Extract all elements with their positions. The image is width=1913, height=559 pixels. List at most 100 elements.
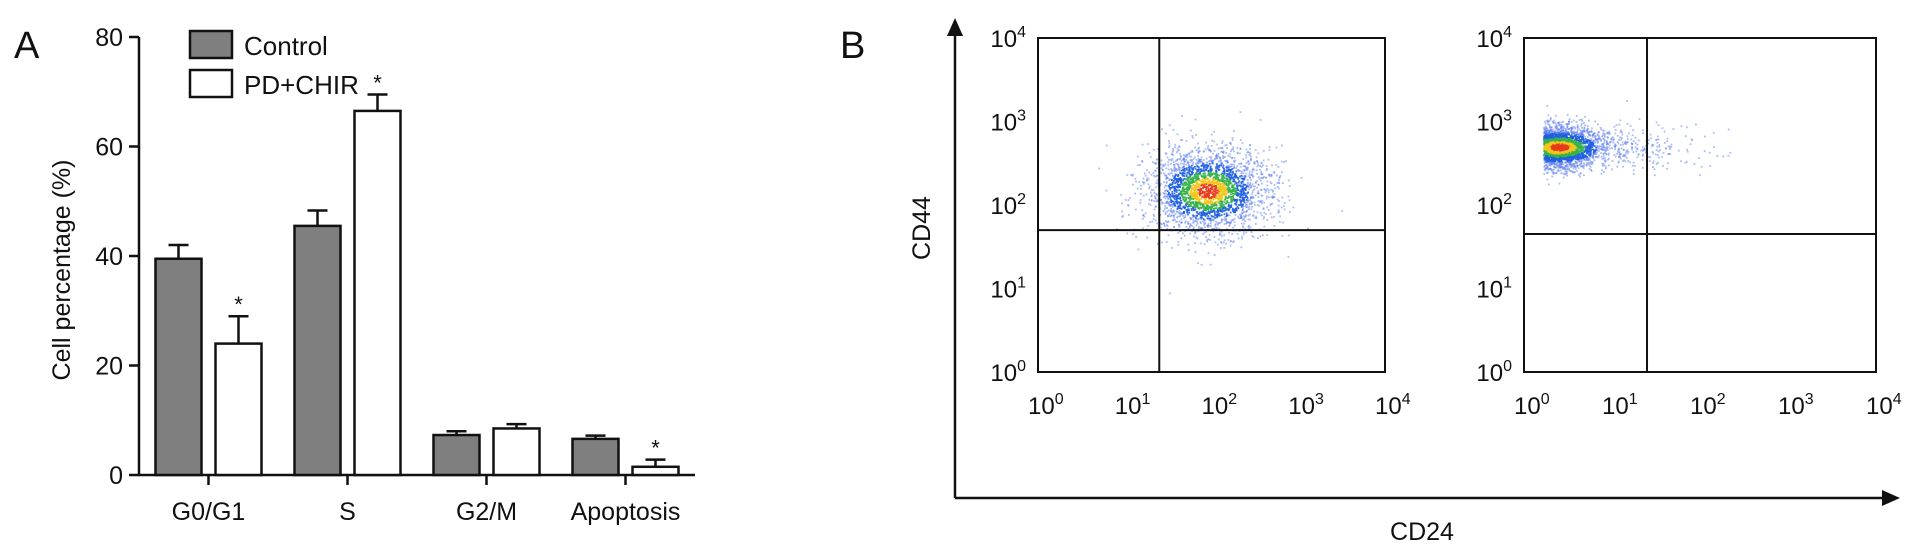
flow-event-dot (1197, 201, 1200, 204)
flow-event-dot (1233, 187, 1236, 190)
flow-event-dot (1220, 241, 1222, 243)
flow-event-dot (1228, 190, 1231, 193)
flow-event-dot (1545, 158, 1547, 160)
flow-event-dot (1187, 194, 1190, 197)
flow-event-dot (1547, 183, 1550, 186)
flow-event-dot (1193, 204, 1196, 206)
flow-event-dot (1172, 214, 1175, 217)
flow-event-dot (1229, 222, 1231, 224)
flow-event-dot (1143, 215, 1146, 218)
flow-event-dot (1227, 189, 1230, 192)
flow-event-dot (1586, 145, 1589, 148)
flow-event-dot (1203, 185, 1206, 187)
flow-event-dot (1250, 203, 1253, 205)
flow-event-dot (1211, 162, 1214, 165)
flow-event-dot (1617, 161, 1620, 164)
flow-event-dot (1213, 183, 1216, 185)
flow-event-dot (1565, 169, 1567, 172)
flow-event-dot (1168, 144, 1171, 147)
flow-event-dot (1586, 125, 1589, 127)
flow-event-dot (1252, 236, 1255, 239)
flow-event-dot (1242, 231, 1245, 234)
flow-event-dot (1205, 196, 1207, 199)
flow-event-dot (1156, 200, 1159, 203)
flow-event-dot (1242, 189, 1245, 192)
flow-event-dot (1194, 200, 1197, 203)
flow-event-dot (1233, 217, 1236, 220)
flow-event-dot (1179, 202, 1182, 204)
flow-event-dot (1649, 160, 1651, 162)
flow-event-dot (1222, 150, 1225, 153)
flow-event-dot (1577, 167, 1580, 170)
flow-event-dot (1183, 156, 1186, 159)
flow-event-dot (1632, 169, 1635, 172)
flow-event-dot (1195, 178, 1198, 181)
flow-event-dot (1247, 160, 1250, 162)
flow-event-dot (1175, 168, 1177, 170)
flow-event-dot (1570, 120, 1573, 123)
flow-event-dot (1214, 202, 1217, 205)
flow-event-dot (1227, 187, 1230, 190)
flow-event-dot (1174, 143, 1177, 146)
flow-event-dot (1560, 143, 1563, 146)
flow-event-dot (1547, 123, 1550, 126)
flow-event-dot (1602, 153, 1605, 155)
flow-event-dot (1187, 222, 1189, 225)
flow-event-dot (1192, 207, 1195, 209)
flow-event-dot (1210, 219, 1213, 222)
flow-event-dot (1195, 205, 1198, 208)
flow-event-dot (1190, 180, 1193, 183)
flow-event-dot (1186, 205, 1189, 208)
flow-event-dot (1166, 190, 1169, 193)
flow-event-dot (1205, 181, 1208, 184)
flow-event-dot (1583, 165, 1585, 168)
flow-event-dot (1245, 156, 1248, 159)
flow-event-dot (1200, 206, 1202, 209)
flow-event-dot (1611, 136, 1614, 138)
flow-event-dot (1210, 184, 1213, 187)
flow-event-dot (1228, 223, 1231, 226)
flow-event-dot (1583, 151, 1585, 153)
flow-event-dot (1230, 189, 1233, 192)
flow-event-dot (1633, 165, 1636, 167)
flow-event-dot (1181, 190, 1184, 193)
flow-event-dot (1244, 215, 1247, 217)
flow-event-dot (1590, 143, 1593, 146)
flow-event-dot (1150, 191, 1152, 194)
flow-event-dot (1215, 214, 1218, 217)
flow-event-dot (1199, 221, 1202, 223)
flow-event-dot (1613, 125, 1616, 128)
flow-event-dot (1277, 211, 1279, 214)
flow-event-dot (1141, 227, 1144, 230)
flow-event-dot (1591, 136, 1594, 138)
flow-event-dot (1197, 213, 1200, 215)
flow-event-dot (1632, 172, 1635, 175)
flow-event-dot (1240, 193, 1243, 196)
flow-event-dot (1246, 201, 1248, 204)
flow-event-dot (1595, 140, 1598, 143)
flow-event-dot (1578, 137, 1580, 140)
flow-event-dot (1166, 194, 1169, 197)
flow-event-dot (1552, 168, 1555, 171)
flow-event-dot (1163, 223, 1166, 226)
flow-event-dot (1227, 175, 1230, 177)
flow-event-dot (1632, 129, 1634, 132)
flow-event-dot (1580, 139, 1583, 141)
flow-event-dot (1594, 152, 1597, 155)
flow-event-dot (1245, 194, 1247, 197)
flow-event-dot (1193, 190, 1196, 192)
flow-event-dot (1196, 220, 1198, 223)
flow-event-dot (1215, 192, 1217, 195)
flow-event-dot (1591, 148, 1593, 151)
flow-event-dot (1225, 166, 1228, 169)
flow-event-dot (1181, 172, 1184, 174)
flow-event-dot (1271, 202, 1274, 205)
flow-event-dot (1199, 242, 1202, 245)
flow-event-dot (1183, 211, 1185, 213)
flow-event-dot (1250, 185, 1253, 187)
flow-event-dot (1197, 157, 1200, 160)
flow-event-dot (1572, 167, 1575, 170)
flow-event-dot (1210, 168, 1213, 170)
flow-event-dot (1550, 161, 1552, 163)
flow-event-dot (1166, 156, 1169, 159)
